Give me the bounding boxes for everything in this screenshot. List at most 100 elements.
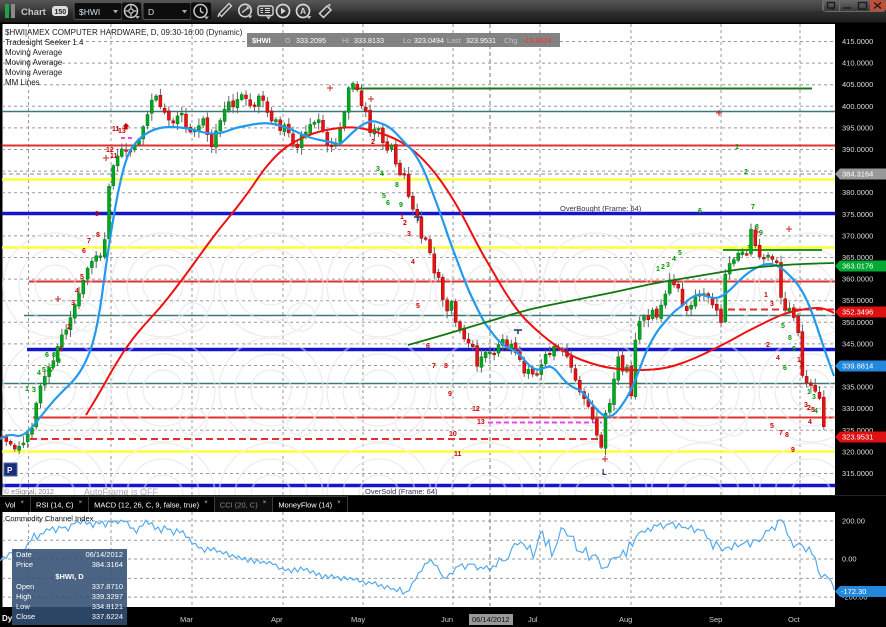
svg-text:5: 5	[781, 323, 785, 330]
svg-text:2: 2	[800, 362, 804, 369]
svg-text:Commodity Channel Index: Commodity Channel Index	[5, 514, 94, 523]
svg-text:1: 1	[732, 258, 736, 265]
svg-text:2: 2	[744, 169, 748, 176]
svg-text:5: 5	[42, 367, 46, 374]
svg-text:395.0000: 395.0000	[842, 123, 873, 132]
svg-text:323.9531: 323.9531	[842, 433, 873, 442]
svg-text:315.0000: 315.0000	[842, 469, 873, 478]
svg-text:1: 1	[368, 115, 372, 122]
svg-text:Chg: Chg	[504, 36, 517, 45]
svg-text:7: 7	[50, 367, 54, 374]
svg-text:11: 11	[110, 153, 118, 160]
svg-text:6: 6	[783, 365, 787, 372]
svg-text:330.0000: 330.0000	[842, 404, 873, 413]
svg-text:2: 2	[403, 220, 407, 227]
svg-text:345.0000: 345.0000	[842, 339, 873, 348]
svg-text:3: 3	[32, 387, 36, 394]
svg-text:5: 5	[811, 407, 815, 414]
svg-text:370.0000: 370.0000	[842, 231, 873, 240]
svg-text:400.0000: 400.0000	[842, 102, 873, 111]
svg-text:1: 1	[764, 292, 768, 299]
svg-text:5: 5	[416, 303, 420, 310]
svg-text:1: 1	[59, 346, 63, 353]
svg-text:6: 6	[82, 248, 86, 255]
svg-text:6: 6	[386, 200, 390, 207]
svg-text:12: 12	[472, 406, 480, 413]
svg-text:-10.8624: -10.8624	[523, 36, 551, 45]
svg-text:7: 7	[432, 363, 436, 370]
svg-text:8: 8	[52, 352, 56, 359]
svg-text:8: 8	[785, 432, 789, 439]
svg-text:9: 9	[791, 447, 795, 454]
svg-text:10: 10	[449, 431, 457, 438]
svg-text:0.00: 0.00	[842, 555, 857, 564]
svg-text:3: 3	[71, 300, 75, 307]
svg-text:3: 3	[747, 245, 751, 252]
svg-text:365.0000: 365.0000	[842, 253, 873, 262]
svg-text:2: 2	[766, 342, 770, 349]
svg-text:325.0000: 325.0000	[842, 426, 873, 435]
svg-text:8: 8	[444, 363, 448, 370]
svg-text:363.0176: 363.0176	[842, 262, 873, 271]
svg-text:380.0000: 380.0000	[842, 188, 873, 197]
svg-text:3: 3	[376, 166, 380, 173]
svg-text:13: 13	[477, 419, 485, 426]
svg-text:6: 6	[637, 322, 641, 329]
svg-text:3: 3	[770, 301, 774, 308]
svg-text:6: 6	[426, 343, 430, 350]
svg-text:335.0000: 335.0000	[842, 383, 873, 392]
svg-text:2: 2	[807, 405, 811, 412]
svg-text:Chart: Chart	[21, 7, 47, 18]
svg-text:1: 1	[25, 386, 29, 393]
svg-text:9: 9	[759, 230, 763, 237]
svg-text:320.0000: 320.0000	[842, 447, 873, 456]
svg-text:3: 3	[804, 402, 808, 409]
svg-text:333.2095: 333.2095	[296, 36, 326, 45]
svg-text:Moving Average: Moving Average	[5, 48, 63, 57]
svg-text:Lo: Lo	[403, 36, 411, 45]
svg-text:$HWI: $HWI	[252, 36, 271, 45]
svg-text:390.0000: 390.0000	[842, 145, 873, 154]
svg-text:384.3164: 384.3164	[842, 170, 873, 179]
svg-text:O: O	[285, 36, 291, 45]
svg-text:11: 11	[454, 451, 462, 458]
svg-text:3: 3	[812, 394, 816, 401]
svg-text:$HWI|AMEX COMPUTER HARDWARE, D: $HWI|AMEX COMPUTER HARDWARE, D, 09:30-16…	[5, 28, 243, 37]
svg-text:4: 4	[37, 370, 41, 377]
svg-text:4: 4	[411, 259, 415, 266]
svg-text:4: 4	[808, 419, 812, 426]
svg-text:P: P	[7, 466, 13, 475]
svg-text:9: 9	[57, 358, 61, 365]
svg-text:1: 1	[656, 266, 660, 273]
svg-text:8: 8	[395, 182, 399, 189]
svg-text:6: 6	[45, 352, 49, 359]
svg-text:200.00: 200.00	[842, 517, 865, 526]
svg-text:5: 5	[770, 423, 774, 430]
svg-text:410.0000: 410.0000	[842, 59, 873, 68]
svg-text:Moving Average: Moving Average	[5, 58, 63, 67]
svg-text:5: 5	[678, 250, 682, 257]
svg-text:415.0000: 415.0000	[842, 37, 873, 46]
svg-text:1: 1	[735, 144, 739, 151]
svg-text:L: L	[602, 468, 607, 477]
svg-text:405.0000: 405.0000	[842, 80, 873, 89]
svg-text:355.0000: 355.0000	[842, 296, 873, 305]
svg-text:8: 8	[755, 224, 759, 231]
svg-text:352.3496: 352.3496	[842, 308, 873, 317]
svg-text:6: 6	[698, 208, 702, 215]
svg-text:9: 9	[448, 391, 452, 398]
svg-text:A: A	[300, 6, 306, 16]
svg-text:333.8133: 333.8133	[354, 36, 384, 45]
svg-text:11: 11	[112, 126, 120, 133]
svg-text:13: 13	[118, 128, 126, 135]
svg-text:1: 1	[807, 389, 811, 396]
svg-text:2: 2	[371, 139, 375, 146]
svg-text:$HWI: $HWI	[79, 7, 100, 17]
svg-text:Last: Last	[447, 36, 461, 45]
svg-text:D: D	[148, 7, 154, 17]
svg-text:2: 2	[661, 264, 665, 271]
svg-text:9: 9	[95, 211, 99, 218]
svg-text:323.0494: 323.0494	[414, 36, 444, 45]
svg-text:8: 8	[788, 335, 792, 342]
svg-text:360.0000: 360.0000	[842, 275, 873, 284]
